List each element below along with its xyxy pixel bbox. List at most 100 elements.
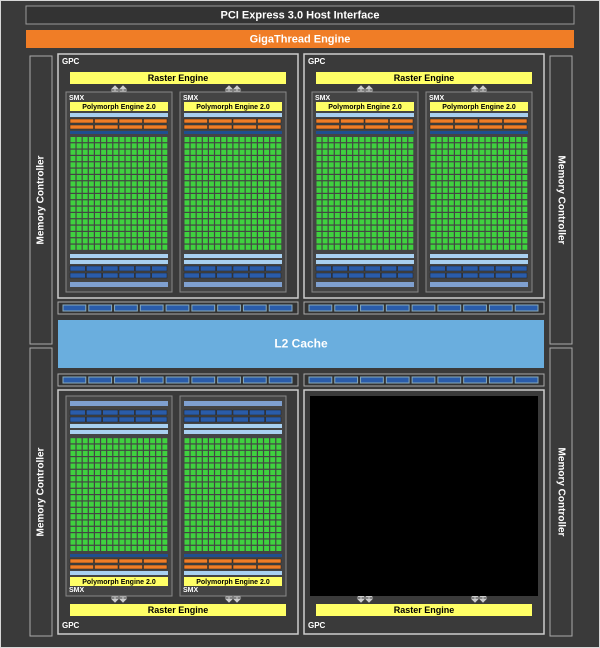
core: [82, 156, 88, 162]
core: [113, 219, 119, 225]
core: [461, 194, 467, 200]
core: [383, 156, 389, 162]
core: [156, 168, 162, 174]
core: [144, 156, 149, 162]
smx-cell: [216, 416, 233, 423]
core: [88, 194, 94, 200]
core: [221, 476, 227, 482]
core: [334, 238, 340, 244]
core: [347, 213, 353, 219]
core: [202, 168, 208, 174]
bus-cell: [488, 376, 513, 384]
core: [316, 225, 322, 231]
core: [221, 143, 227, 149]
core: [479, 232, 485, 238]
core: [131, 225, 137, 231]
core: [101, 520, 107, 526]
core: [359, 143, 365, 149]
core: [341, 225, 346, 231]
core: [144, 520, 149, 526]
core: [455, 194, 460, 200]
core: [258, 482, 263, 488]
core: [196, 213, 202, 219]
core: [334, 187, 340, 193]
core: [144, 194, 149, 200]
core: [137, 469, 143, 475]
core: [448, 238, 454, 244]
core: [162, 213, 168, 219]
core: [270, 482, 276, 488]
core: [113, 539, 119, 545]
core: [95, 162, 100, 168]
core: [119, 482, 125, 488]
core: [215, 244, 221, 250]
core: [202, 514, 208, 520]
smx-bar: [70, 254, 168, 258]
core: [276, 143, 282, 149]
core: [156, 469, 162, 475]
core: [137, 444, 143, 450]
core: [239, 244, 245, 250]
core: [190, 476, 196, 482]
core: [522, 187, 528, 193]
core: [190, 488, 196, 494]
core: [251, 488, 257, 494]
core: [82, 539, 88, 545]
core: [258, 225, 263, 231]
core: [365, 213, 371, 219]
core: [359, 219, 365, 225]
core: [150, 238, 156, 244]
core: [497, 143, 503, 149]
core: [504, 168, 509, 174]
core: [125, 213, 131, 219]
core: [442, 200, 448, 206]
core: [70, 469, 76, 475]
core: [137, 488, 143, 494]
core: [383, 213, 389, 219]
core: [88, 238, 94, 244]
core: [473, 156, 479, 162]
core: [215, 482, 221, 488]
core: [455, 206, 460, 212]
core: [258, 476, 263, 482]
smx-cell: [208, 118, 233, 124]
core: [322, 149, 328, 155]
core: [221, 526, 227, 532]
core: [209, 514, 214, 520]
core: [113, 181, 119, 187]
core: [221, 206, 227, 212]
smx-cell: [94, 118, 119, 124]
core: [516, 213, 522, 219]
core: [70, 149, 76, 155]
core: [156, 232, 162, 238]
core: [101, 495, 107, 501]
core: [113, 501, 119, 507]
core: [522, 168, 528, 174]
core: [264, 469, 270, 475]
bus-cell: [360, 376, 384, 384]
core: [371, 168, 377, 174]
core: [156, 238, 162, 244]
core: [353, 225, 359, 231]
core: [347, 206, 353, 212]
core: [113, 162, 119, 168]
core: [95, 244, 100, 250]
core: [390, 168, 395, 174]
core: [196, 545, 202, 551]
core: [162, 187, 168, 193]
core: [95, 206, 100, 212]
core: [467, 181, 473, 187]
core: [467, 219, 473, 225]
core: [131, 533, 137, 539]
core: [455, 175, 460, 181]
core: [516, 175, 522, 181]
core: [107, 244, 113, 250]
smx-cell: [315, 265, 332, 272]
core: [156, 156, 162, 162]
core: [82, 181, 88, 187]
core: [516, 162, 522, 168]
core: [76, 444, 82, 450]
core: [184, 168, 190, 174]
memory-controller: Memory Controller: [555, 448, 566, 537]
